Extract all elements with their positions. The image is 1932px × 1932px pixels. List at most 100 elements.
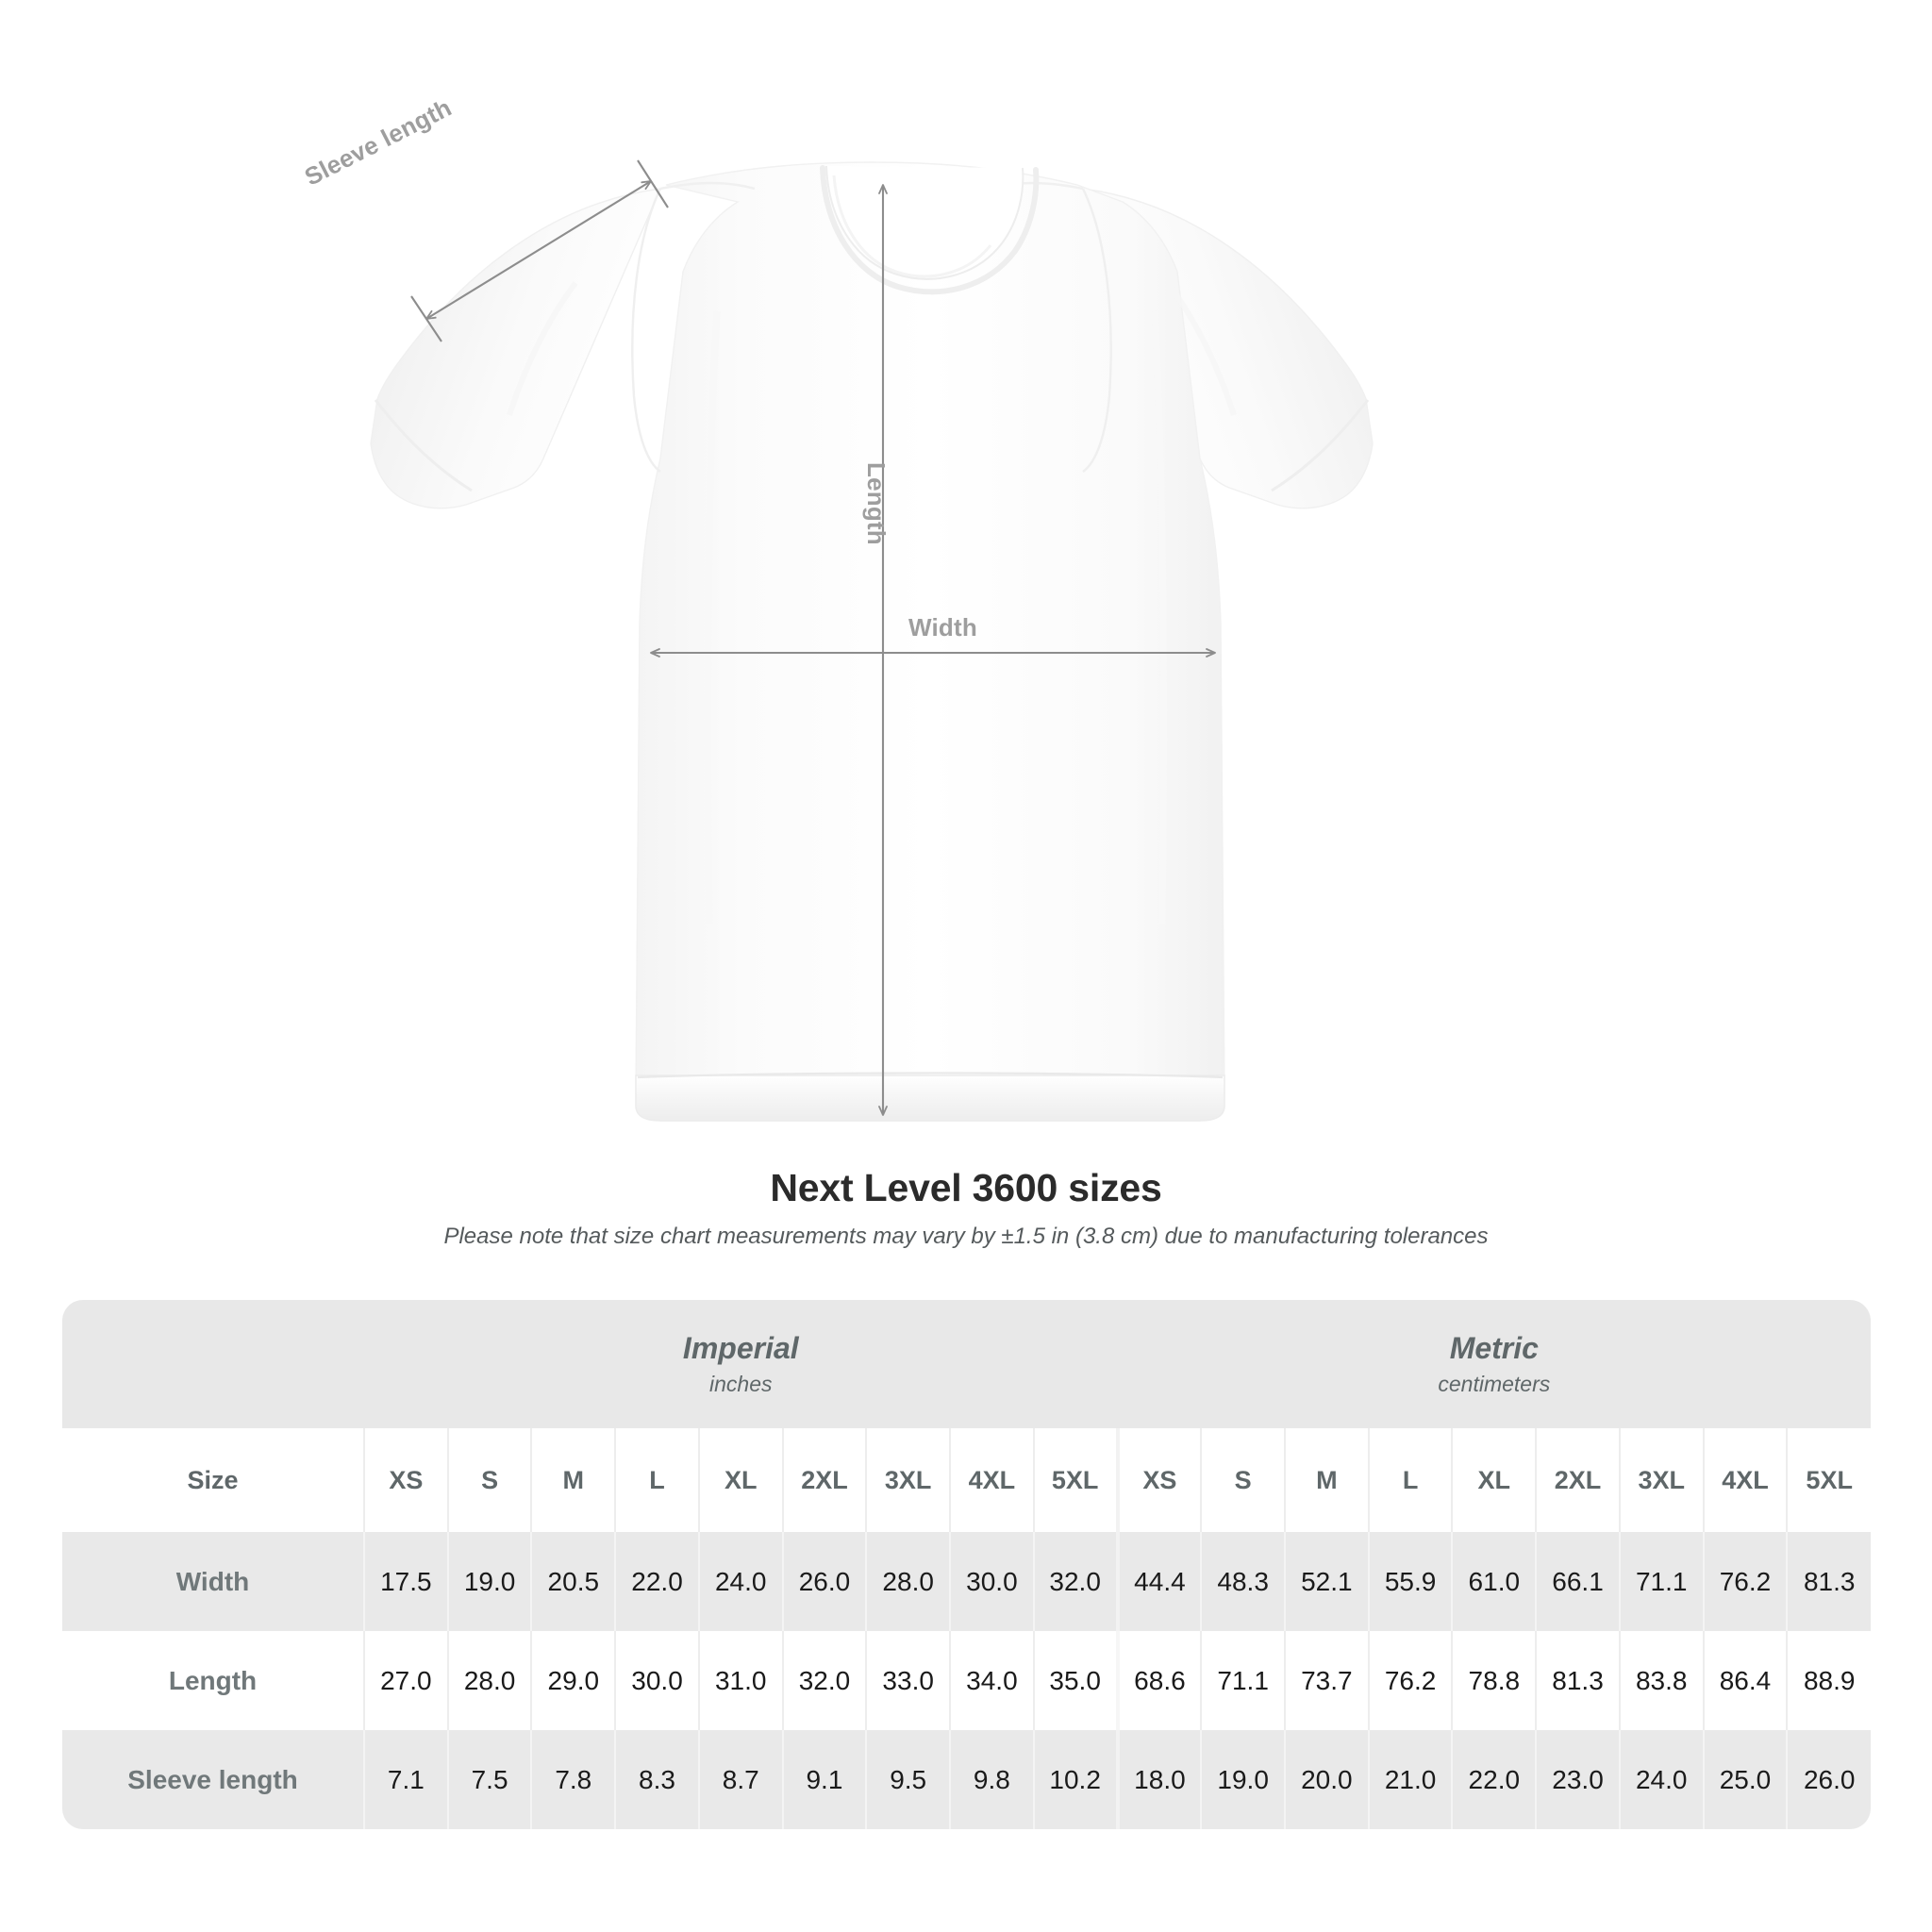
- cell-width-metric-m: 52.1: [1284, 1532, 1369, 1631]
- cell-sleeve-length-metric-xs: 18.0: [1115, 1730, 1202, 1829]
- cell-sleeve-length-metric-m: 20.0: [1284, 1730, 1369, 1829]
- size-header-3xl-imperial: 3XL: [865, 1428, 951, 1532]
- size-chart-table-container: Imperial inches Metric centimeters Size XS S M L…: [62, 1300, 1872, 1829]
- unit-group-subtitle: centimeters: [1438, 1372, 1551, 1397]
- cell-length-imperial-l: 30.0: [614, 1631, 699, 1730]
- tshirt-torso: [635, 161, 1225, 1122]
- cell-sleeve-length-imperial-3xl: 9.5: [865, 1730, 951, 1829]
- cell-length-metric-s: 71.1: [1200, 1631, 1285, 1730]
- cell-sleeve-length-metric-xl: 22.0: [1451, 1730, 1537, 1829]
- cell-length-imperial-xs: 27.0: [363, 1631, 448, 1730]
- size-header-s-metric: S: [1200, 1428, 1285, 1532]
- cell-sleeve-length-metric-2xl: 23.0: [1535, 1730, 1620, 1829]
- cell-width-imperial-m: 20.5: [530, 1532, 616, 1631]
- size-header-xl-imperial: XL: [697, 1428, 783, 1532]
- row-label-width: Width: [62, 1532, 364, 1631]
- cell-width-imperial-l: 22.0: [614, 1532, 699, 1631]
- cell-length-imperial-5xl: 35.0: [1032, 1631, 1118, 1730]
- cell-length-metric-2xl: 81.3: [1535, 1631, 1620, 1730]
- neck-opening: [825, 165, 1024, 280]
- cell-length-metric-5xl: 88.9: [1786, 1631, 1872, 1730]
- cell-sleeve-length-imperial-2xl: 9.1: [781, 1730, 867, 1829]
- unit-group-name: Metric: [1449, 1331, 1539, 1366]
- cell-sleeve-length-imperial-l: 8.3: [614, 1730, 699, 1829]
- table-row: Sleeve length 7.1 7.5 7.8 8.3 8.7 9.1 9.5 9.8 10.…: [62, 1730, 1872, 1829]
- cell-length-metric-m: 73.7: [1284, 1631, 1369, 1730]
- cell-sleeve-length-imperial-m: 7.8: [530, 1730, 616, 1829]
- tshirt-diagram: Sleeve length Length Width: [300, 93, 1374, 1122]
- cell-length-metric-3xl: 83.8: [1618, 1631, 1704, 1730]
- chart-title-block: Next Level 3600 sizes Please note that s…: [0, 1166, 1932, 1251]
- size-header-xs-metric: XS: [1115, 1428, 1202, 1532]
- size-header-5xl-metric: 5XL: [1786, 1428, 1872, 1532]
- collar-ribbing: [820, 165, 1040, 295]
- unit-group-imperial: Imperial inches: [364, 1300, 1118, 1428]
- cell-length-metric-xl: 78.8: [1451, 1631, 1537, 1730]
- cell-length-imperial-3xl: 33.0: [865, 1631, 951, 1730]
- bottom-hem: [635, 1074, 1225, 1122]
- cell-width-imperial-4xl: 30.0: [949, 1532, 1034, 1631]
- cell-width-imperial-2xl: 26.0: [781, 1532, 867, 1631]
- unit-banner-spacer: [62, 1300, 364, 1428]
- tshirt-illustration-svg: [370, 159, 1374, 1122]
- row-label-length: Length: [62, 1631, 364, 1730]
- right-armhole-seam: [1081, 188, 1112, 473]
- cell-length-imperial-m: 29.0: [530, 1631, 616, 1730]
- right-sleeve-cuff: [1271, 399, 1370, 492]
- fabric-fold: [704, 310, 721, 925]
- cell-width-metric-l: 55.9: [1367, 1532, 1453, 1631]
- unit-group-name: Imperial: [682, 1331, 799, 1366]
- cell-width-imperial-xs: 17.5: [363, 1532, 448, 1631]
- size-header-2xl-imperial: 2XL: [781, 1428, 867, 1532]
- cell-width-metric-3xl: 71.1: [1618, 1532, 1704, 1631]
- fabric-fold: [1151, 310, 1168, 925]
- size-header-4xl-imperial: 4XL: [949, 1428, 1034, 1532]
- cell-sleeve-length-imperial-5xl: 10.2: [1032, 1730, 1118, 1829]
- unit-banner-row: Imperial inches Metric centimeters: [62, 1300, 1872, 1428]
- unit-group-metric: Metric centimeters: [1117, 1300, 1872, 1428]
- length-annotation: Length: [862, 462, 891, 545]
- size-header-l-imperial: L: [614, 1428, 699, 1532]
- cell-length-metric-xs: 68.6: [1115, 1631, 1202, 1730]
- cell-width-imperial-s: 19.0: [446, 1532, 532, 1631]
- table-row: Width 17.5 19.0 20.5 22.0 24.0 26.0 28.0 30.0 32.…: [62, 1532, 1872, 1631]
- size-header-3xl-metric: 3XL: [1618, 1428, 1704, 1532]
- cell-length-imperial-s: 28.0: [446, 1631, 532, 1730]
- cell-sleeve-length-metric-4xl: 25.0: [1702, 1730, 1788, 1829]
- cell-width-imperial-xl: 24.0: [697, 1532, 783, 1631]
- size-header-m-imperial: M: [530, 1428, 616, 1532]
- cell-length-imperial-2xl: 32.0: [781, 1631, 867, 1730]
- sleeve-start-tick: [410, 295, 442, 342]
- cell-sleeve-length-imperial-xl: 8.7: [697, 1730, 783, 1829]
- size-column-header: Size: [62, 1428, 364, 1532]
- left-sleeve: [370, 188, 662, 509]
- row-label-sleeve-length: Sleeve length: [62, 1730, 364, 1829]
- hem-stitch-line: [637, 1072, 1224, 1079]
- size-header-4xl-metric: 4XL: [1702, 1428, 1788, 1532]
- size-header-2xl-metric: 2XL: [1535, 1428, 1620, 1532]
- size-header-s-imperial: S: [446, 1428, 532, 1532]
- cell-width-metric-4xl: 76.2: [1702, 1532, 1788, 1631]
- size-header-l-metric: L: [1367, 1428, 1453, 1532]
- collar-inner-stitch: [832, 175, 992, 278]
- table-row: Length 27.0 28.0 29.0 30.0 31.0 32.0 33.0 34.0 35…: [62, 1631, 1872, 1730]
- cell-width-imperial-5xl: 32.0: [1032, 1532, 1118, 1631]
- fabric-fold: [1165, 281, 1237, 416]
- cell-sleeve-length-metric-5xl: 26.0: [1786, 1730, 1872, 1829]
- cell-length-imperial-xl: 31.0: [697, 1631, 783, 1730]
- size-header-xs-imperial: XS: [363, 1428, 448, 1532]
- left-shoulder-seam: [659, 181, 756, 191]
- size-chart-table: Imperial inches Metric centimeters Size XS S M L…: [62, 1300, 1872, 1829]
- cell-length-metric-l: 76.2: [1367, 1631, 1453, 1730]
- width-annotation: Width: [908, 613, 977, 641]
- size-header-m-metric: M: [1284, 1428, 1369, 1532]
- cell-width-metric-xl: 61.0: [1451, 1532, 1537, 1631]
- left-sleeve-cuff: [374, 399, 473, 492]
- size-header-row: Size XS S M L XL 2XL 3XL 4XL 5XL XS S M L XL 2XL 3XL 4XL 5…: [62, 1428, 1872, 1532]
- cell-width-imperial-3xl: 28.0: [865, 1532, 951, 1631]
- cell-sleeve-length-metric-s: 19.0: [1200, 1730, 1285, 1829]
- cell-width-metric-xs: 44.4: [1115, 1532, 1202, 1631]
- cell-sleeve-length-imperial-xs: 7.1: [363, 1730, 448, 1829]
- cell-length-imperial-4xl: 34.0: [949, 1631, 1034, 1730]
- tolerance-note: Please note that size chart measurements…: [443, 1223, 1489, 1249]
